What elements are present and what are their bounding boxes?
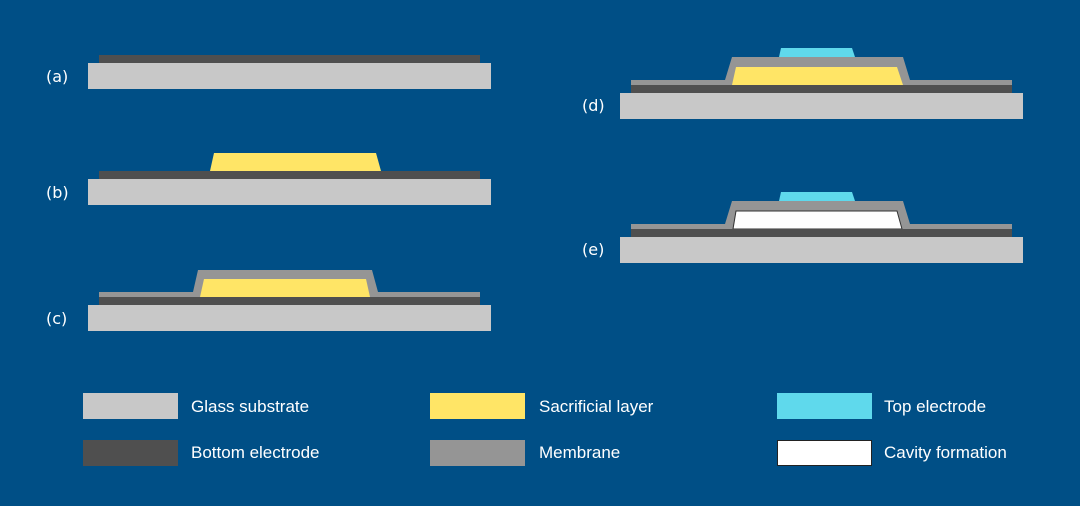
legend-swatch-membrane [430, 440, 525, 466]
legend-swatch-sacrificial-layer [430, 393, 525, 419]
glass-substrate [88, 305, 491, 331]
step-e: (e) [582, 192, 1023, 263]
bottom-electrode [99, 171, 480, 179]
step-a: (a) [46, 55, 491, 89]
legend-label-sacrificial-layer: Sacrificial layer [539, 397, 654, 416]
bottom-electrode [99, 297, 480, 305]
step-d: (d) [582, 48, 1023, 119]
legend-label-top-electrode: Top electrode [884, 397, 986, 416]
step-label-d: (d) [582, 96, 605, 115]
glass-substrate [88, 63, 491, 89]
legend-label-bottom-electrode: Bottom electrode [191, 443, 320, 462]
bottom-electrode [99, 55, 480, 63]
step-label-b: (b) [46, 183, 69, 202]
legend-swatch-top-electrode [777, 393, 872, 419]
legend-label-membrane: Membrane [539, 443, 620, 462]
glass-substrate [620, 93, 1023, 119]
sacrificial-layer [732, 67, 903, 85]
glass-substrate [88, 179, 491, 205]
legend: Glass substrate Bottom electrode Sacrifi… [83, 393, 1007, 466]
top-electrode [779, 192, 855, 201]
step-c: (c) [46, 270, 491, 331]
bottom-electrode [631, 229, 1012, 237]
legend-label-cavity-formation: Cavity formation [884, 443, 1007, 462]
step-label-c: (c) [46, 309, 67, 328]
sacrificial-layer [200, 279, 370, 297]
legend-swatch-cavity-formation [777, 440, 872, 466]
step-b: (b) [46, 153, 491, 205]
legend-swatch-bottom-electrode [83, 440, 178, 466]
sacrificial-layer [210, 153, 381, 171]
step-label-e: (e) [582, 240, 604, 259]
legend-swatch-glass-substrate [83, 393, 178, 419]
cavity [732, 210, 903, 230]
legend-label-glass-substrate: Glass substrate [191, 397, 309, 416]
glass-substrate [620, 237, 1023, 263]
bottom-electrode [631, 85, 1012, 93]
top-electrode [779, 48, 855, 57]
step-label-a: (a) [46, 67, 68, 86]
